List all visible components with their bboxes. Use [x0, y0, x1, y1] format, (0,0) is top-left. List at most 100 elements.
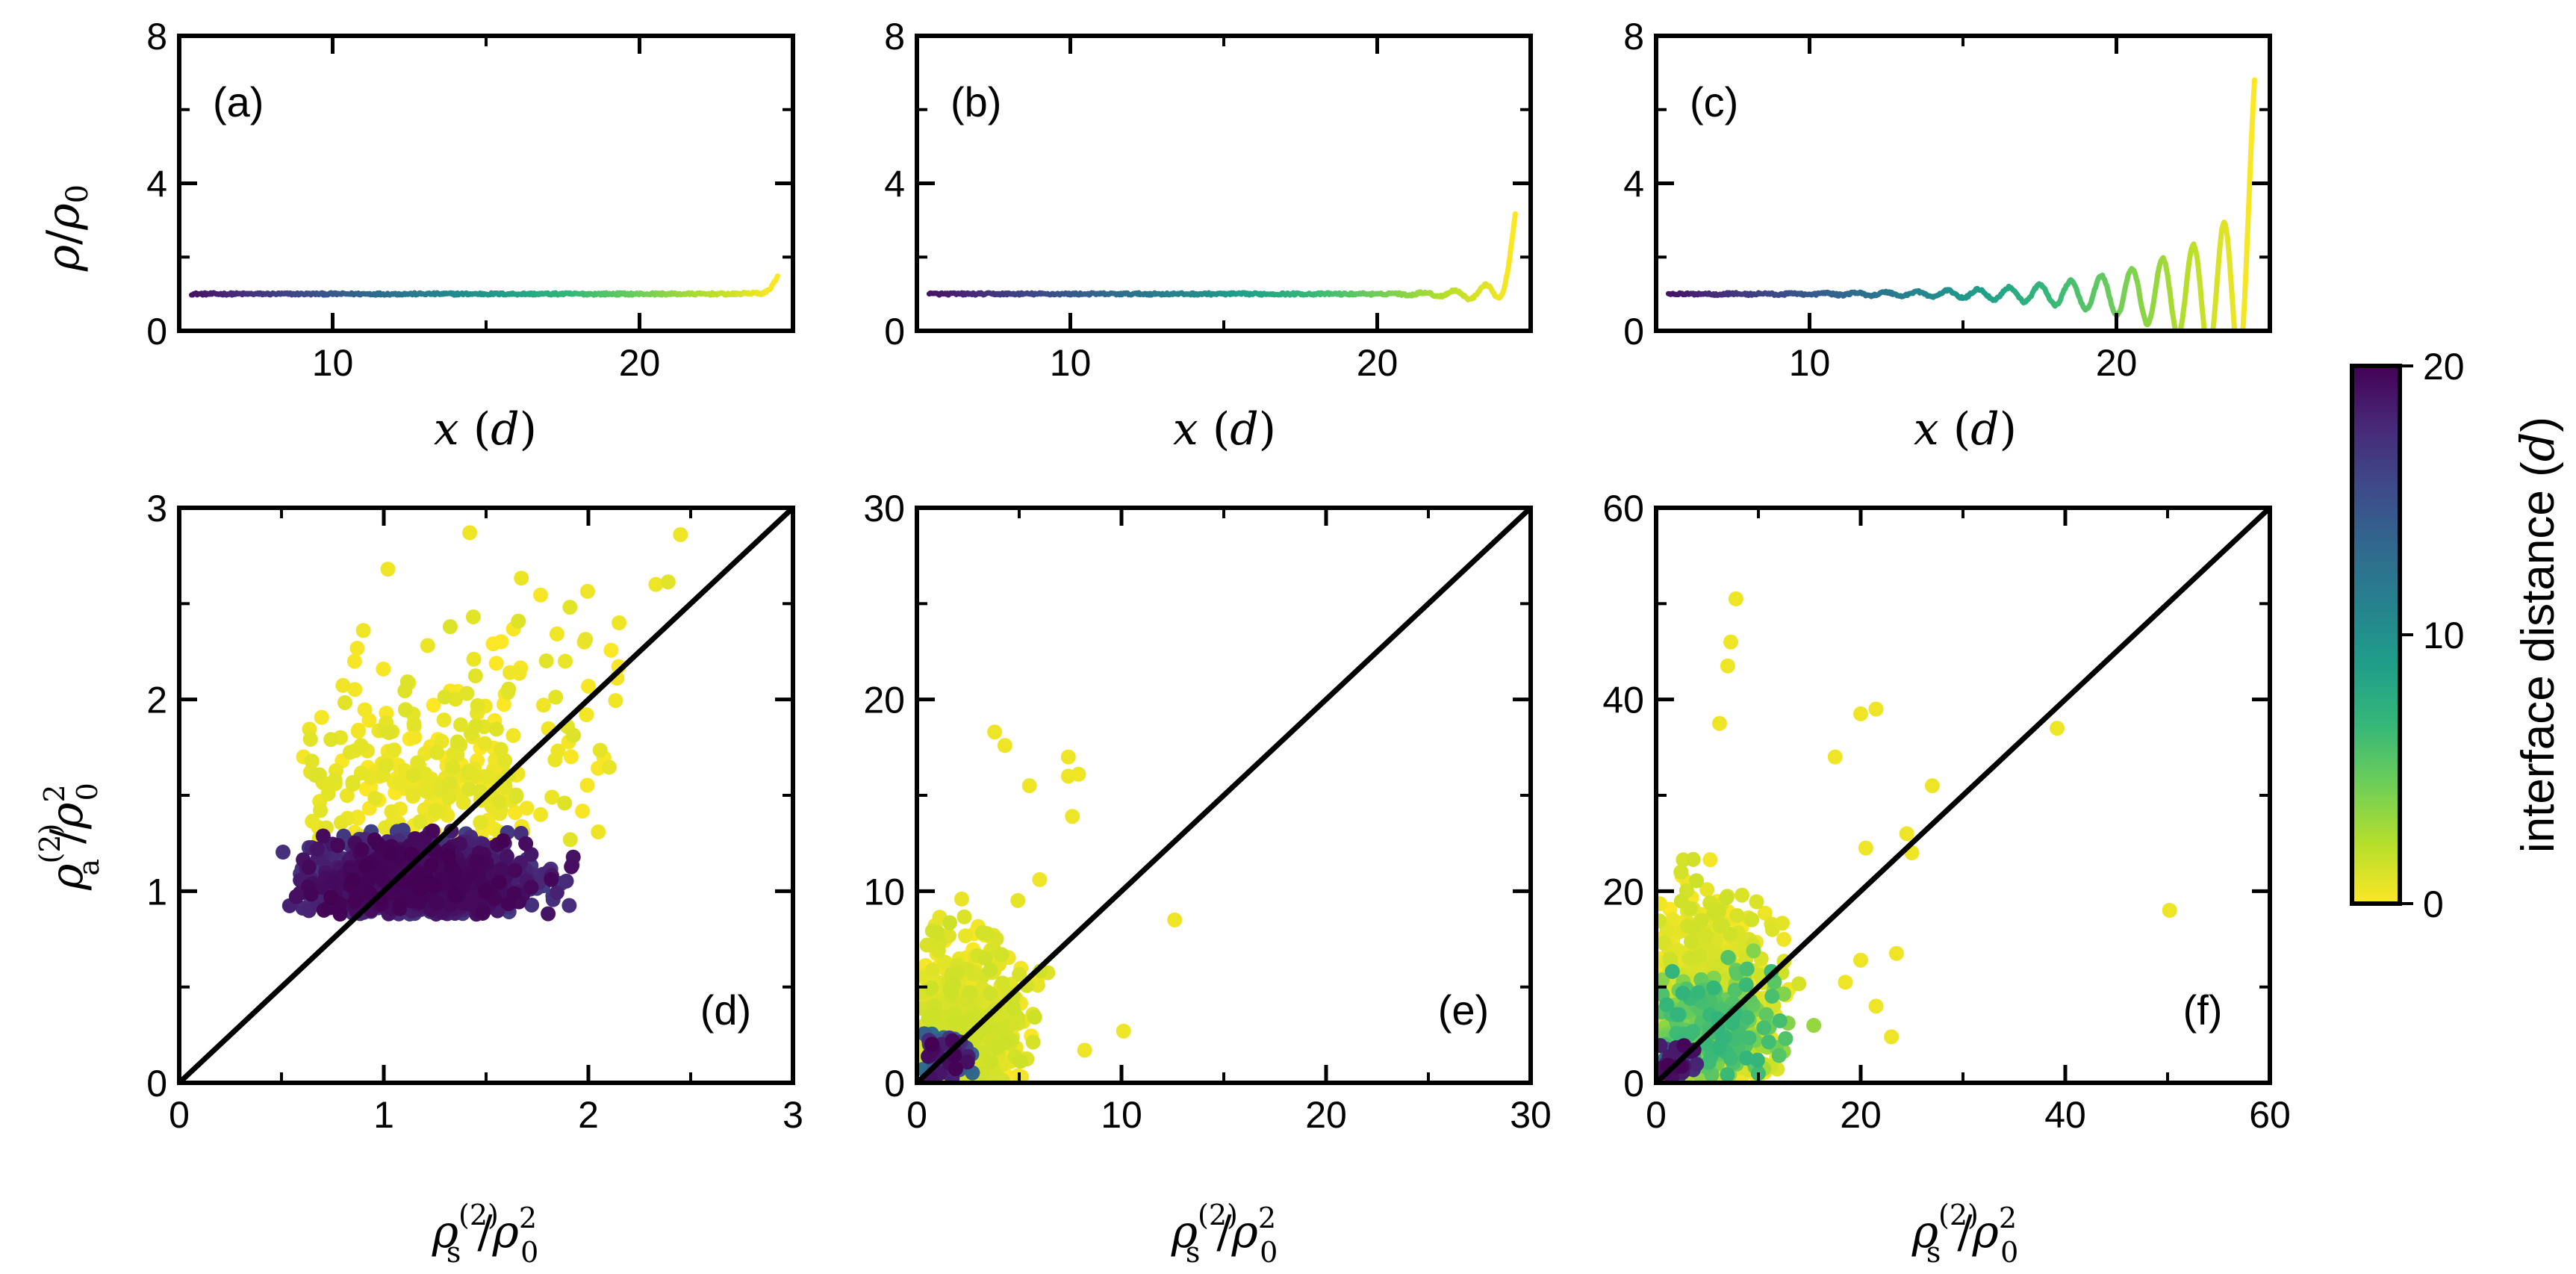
scatter-point: [376, 661, 391, 677]
scatter-point: [335, 677, 351, 693]
profile-segment: [2240, 301, 2247, 327]
scatter-point: [538, 653, 554, 669]
scatter-point: [473, 815, 488, 830]
scatter-point: [983, 1054, 999, 1070]
scatter-point: [1758, 1007, 1774, 1022]
scatter-point: [956, 909, 972, 925]
scatter-point: [301, 860, 317, 875]
scatter-point: [406, 716, 422, 732]
scatter-point: [945, 1016, 961, 1031]
scatter-point: [442, 775, 458, 791]
scatter-point: [276, 845, 291, 860]
scatter-point: [524, 897, 540, 913]
profile-segment: [2250, 77, 2257, 104]
scatter-point: [381, 725, 396, 741]
scatter-point: [1685, 851, 1701, 867]
scatter-point: [423, 857, 439, 873]
y-tick-label: 4: [146, 164, 167, 205]
scatter-point: [579, 777, 595, 793]
scatter-point: [1684, 933, 1699, 949]
scatter-point: [1838, 975, 1853, 990]
x-tick-label: 0: [169, 1094, 190, 1136]
scatter-point: [564, 859, 579, 874]
scatter-point: [1776, 931, 1792, 947]
scatter-point: [464, 868, 479, 883]
diagonal-line: [915, 506, 1533, 1085]
scatter-point: [441, 789, 457, 805]
scatter-point: [485, 636, 501, 652]
scatter-point: [989, 1040, 1005, 1056]
scatter-point: [1858, 840, 1873, 856]
scatter-point: [462, 525, 478, 541]
scatter-point: [442, 619, 458, 635]
profile-segment: [2244, 199, 2252, 232]
scatter-point: [1065, 809, 1080, 824]
scatter-point: [1030, 978, 1045, 993]
scatter-point: [309, 841, 325, 857]
scatter-point: [393, 895, 408, 911]
scatter-point: [412, 814, 428, 830]
scatter-point: [581, 678, 597, 694]
scatter-point: [1025, 1034, 1041, 1050]
profile-segment: [1511, 211, 1518, 226]
scatter-point: [380, 562, 396, 577]
scatter-point: [579, 707, 594, 723]
scatter-point: [507, 805, 523, 821]
scatter-point: [1749, 1052, 1765, 1068]
panel-label: (d): [700, 986, 751, 1034]
scatter-point: [1673, 864, 1689, 880]
scatter-point: [1888, 945, 1904, 961]
scatter-point: [477, 736, 493, 751]
scatter-point: [399, 674, 415, 689]
scatter-point: [591, 760, 606, 776]
scatter-point: [315, 828, 331, 844]
x-tick-label: 20: [2096, 342, 2138, 384]
scatter-point: [461, 781, 477, 797]
scatter-point: [358, 858, 374, 874]
scatter-point: [1827, 749, 1843, 765]
scatter-point: [361, 873, 376, 889]
scatter-point: [566, 727, 582, 743]
scatter-point: [339, 788, 355, 804]
scatter-point: [370, 836, 386, 852]
panel-d: 0 1 2 3 0 1 2 3 (d): [146, 488, 803, 1136]
scatter-point: [1032, 871, 1048, 887]
scatter-point: [1723, 634, 1739, 650]
scatter-point: [330, 838, 346, 854]
profile-segment: [2238, 355, 2239, 358]
scatter-point: [1728, 591, 1743, 606]
panel-label: (c): [1690, 78, 1738, 125]
scatter-point: [1681, 950, 1697, 966]
scatter-point: [562, 600, 578, 615]
scatter-point: [437, 689, 452, 705]
scatter-point: [468, 718, 484, 734]
scatter-point: [337, 695, 352, 710]
scatter-point: [1868, 998, 1884, 1014]
scatter-point: [367, 790, 383, 806]
scatter-point: [417, 766, 433, 782]
scatter-point: [466, 651, 482, 667]
scatter-point: [1741, 1030, 1757, 1045]
scatter-point: [345, 873, 361, 889]
scatter-point: [1010, 892, 1026, 908]
scatter-point: [1060, 749, 1076, 765]
panel-a: 10 20 0 4 8 (a): [146, 16, 795, 384]
scatter-point: [1725, 1016, 1740, 1031]
scatter-point: [345, 774, 361, 790]
scatter-point: [924, 963, 940, 978]
profile-segment: [2244, 226, 2250, 258]
scatter-point: [1656, 972, 1670, 988]
scatter-point: [1656, 935, 1671, 951]
profile-segment: [774, 273, 780, 282]
profile-segment: [2205, 335, 2206, 344]
scatter-point: [1012, 1054, 1028, 1069]
scatter-point: [461, 764, 476, 780]
panel-label: (b): [951, 78, 1001, 125]
scatter-point: [386, 742, 402, 758]
scatter-point: [548, 689, 564, 705]
scatter-point: [1738, 977, 1754, 992]
scatter-point: [305, 813, 320, 829]
scatter-point: [1656, 896, 1668, 912]
scatter-point: [1702, 852, 1718, 868]
